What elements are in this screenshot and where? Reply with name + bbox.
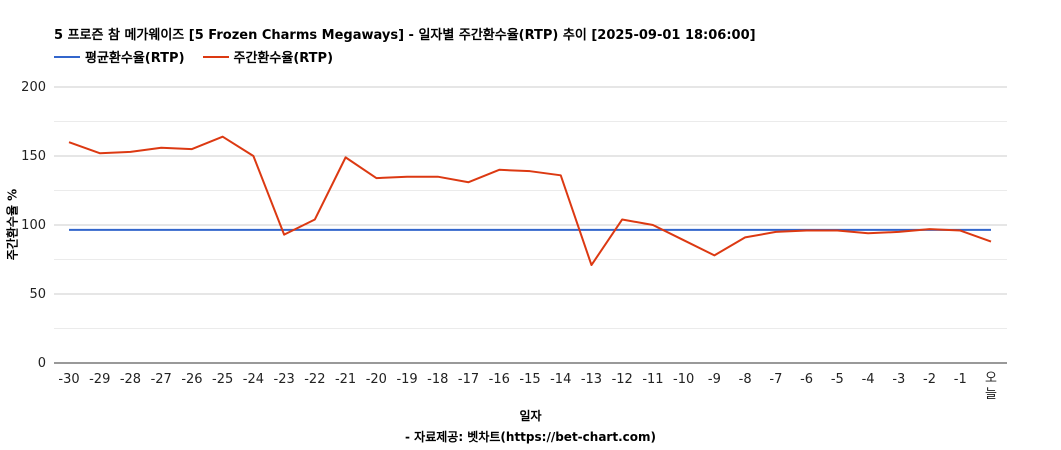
x-tick-label: -18: [427, 372, 448, 387]
x-tick-label: -24: [243, 372, 264, 387]
series-line-weekly: [68, 135, 992, 267]
x-tick-label: -6: [800, 372, 813, 387]
x-tick-label: -27: [151, 372, 172, 387]
x-tick-label: -21: [335, 372, 356, 387]
x-tick-label: -30: [58, 372, 79, 387]
x-tick-label: -14: [550, 372, 571, 387]
x-tick-label: -4: [862, 372, 875, 387]
y-tick-label: 200: [21, 80, 46, 95]
x-tick-label: -20: [366, 372, 387, 387]
y-tick-label: 0: [38, 356, 46, 371]
y-tick-label: 150: [21, 149, 46, 164]
x-tick-label: -12: [612, 372, 633, 387]
x-tick-label: -2: [923, 372, 936, 387]
y-tick-label: 100: [21, 218, 46, 233]
x-tick-label: -28: [120, 372, 141, 387]
x-tick-label: -15: [519, 372, 540, 387]
x-tick-label: -8: [739, 372, 752, 387]
x-tick-label: -16: [489, 372, 510, 387]
x-tick-label: -26: [181, 372, 202, 387]
source-credit: - 자료제공: 벳차트(https://bet-chart.com): [405, 430, 656, 444]
x-tick-label: 오: [985, 371, 997, 386]
x-tick-label: -11: [642, 372, 663, 387]
legend-label-average: 평균환수율(RTP): [85, 51, 185, 66]
legend-swatch-average: [54, 55, 80, 58]
legend-item-average[interactable]: 평균환수율(RTP): [54, 47, 185, 66]
chart-title: 5 프로즌 참 메가웨이즈 [5 Frozen Charms Megaways]…: [54, 28, 756, 43]
x-tick-label: -19: [396, 372, 417, 387]
legend-item-weekly[interactable]: 주간환수율(RTP): [202, 47, 334, 66]
x-tick-label: -7: [769, 372, 782, 387]
x-tick-label: -29: [89, 372, 110, 387]
y-tick-label: 50: [29, 287, 46, 302]
x-tick-label: -5: [831, 372, 844, 387]
x-tick-label: -25: [212, 372, 233, 387]
y-axis-title: 주간환수율 %: [5, 188, 20, 261]
x-tick-label: -10: [673, 372, 694, 387]
x-tick-label: 늘: [985, 387, 997, 402]
legend: 평균환수율(RTP) 주간환수율(RTP): [54, 47, 333, 66]
x-tick-label: -17: [458, 372, 479, 387]
x-tick-label: -1: [954, 372, 967, 387]
x-tick-label: -13: [581, 372, 602, 387]
x-tick-label: -3: [892, 372, 905, 387]
x-axis-title: 일자: [519, 409, 542, 423]
legend-swatch-weekly: [202, 55, 229, 58]
x-tick-label: -23: [274, 372, 295, 387]
x-tick-label: -22: [304, 372, 325, 387]
legend-label-weekly: 주간환수율(RTP): [233, 51, 334, 66]
x-tick-label: -9: [708, 372, 721, 387]
